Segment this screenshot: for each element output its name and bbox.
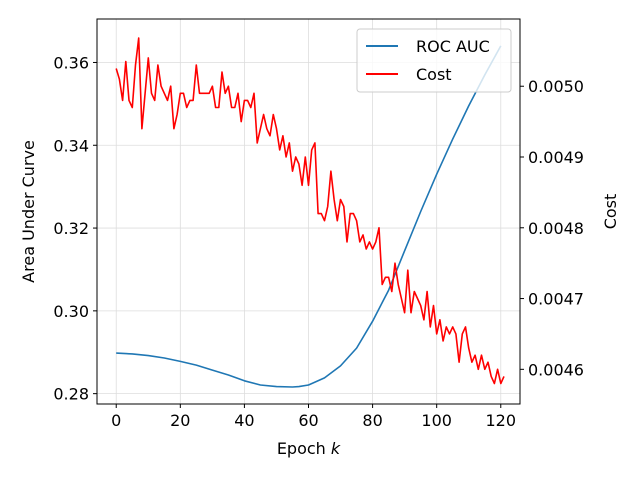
left-y-tick-label: 0.34 — [53, 136, 89, 155]
series-line-cost — [115, 37, 505, 385]
legend-label-roc-auc: ROC AUC — [416, 37, 490, 56]
right-y-tick-label: 0.0048 — [528, 219, 584, 238]
left-y-axis-label: Area Under Curve — [19, 140, 38, 283]
x-axis-ticks: 0 20 40 60 80 100 120 — [111, 404, 516, 430]
x-tick-label: 0 — [111, 411, 121, 430]
x-tick-label: 120 — [485, 411, 516, 430]
right-y-tick-label: 0.0049 — [528, 148, 584, 167]
series-line-roc-auc — [116, 45, 502, 388]
x-tick-label: 100 — [421, 411, 452, 430]
x-tick-label: 20 — [170, 411, 190, 430]
legend-label-cost: Cost — [416, 65, 452, 84]
left-y-tick-label: 0.32 — [53, 219, 89, 238]
left-y-tick-label: 0.30 — [53, 302, 89, 321]
right-y-axis-label: Cost — [601, 194, 620, 230]
x-tick-label: 60 — [298, 411, 318, 430]
left-y-axis-ticks: 0.28 0.30 0.32 0.34 0.36 — [53, 53, 97, 404]
right-y-tick-label: 0.0047 — [528, 290, 584, 309]
series-lines — [115, 37, 505, 388]
right-y-tick-label: 0.0046 — [528, 360, 584, 379]
left-y-tick-label: 0.36 — [53, 53, 89, 72]
x-tick-label: 80 — [362, 411, 382, 430]
x-tick-label: 40 — [234, 411, 254, 430]
right-y-tick-label: 0.0050 — [528, 77, 584, 96]
right-y-axis-ticks: 0.0046 0.0047 0.0048 0.0049 0.0050 — [520, 77, 584, 379]
x-axis-label: Epoch k — [277, 439, 341, 458]
legend-box — [356, 28, 512, 93]
left-y-tick-label: 0.28 — [53, 385, 89, 404]
legend: ROC AUC Cost — [356, 28, 512, 93]
